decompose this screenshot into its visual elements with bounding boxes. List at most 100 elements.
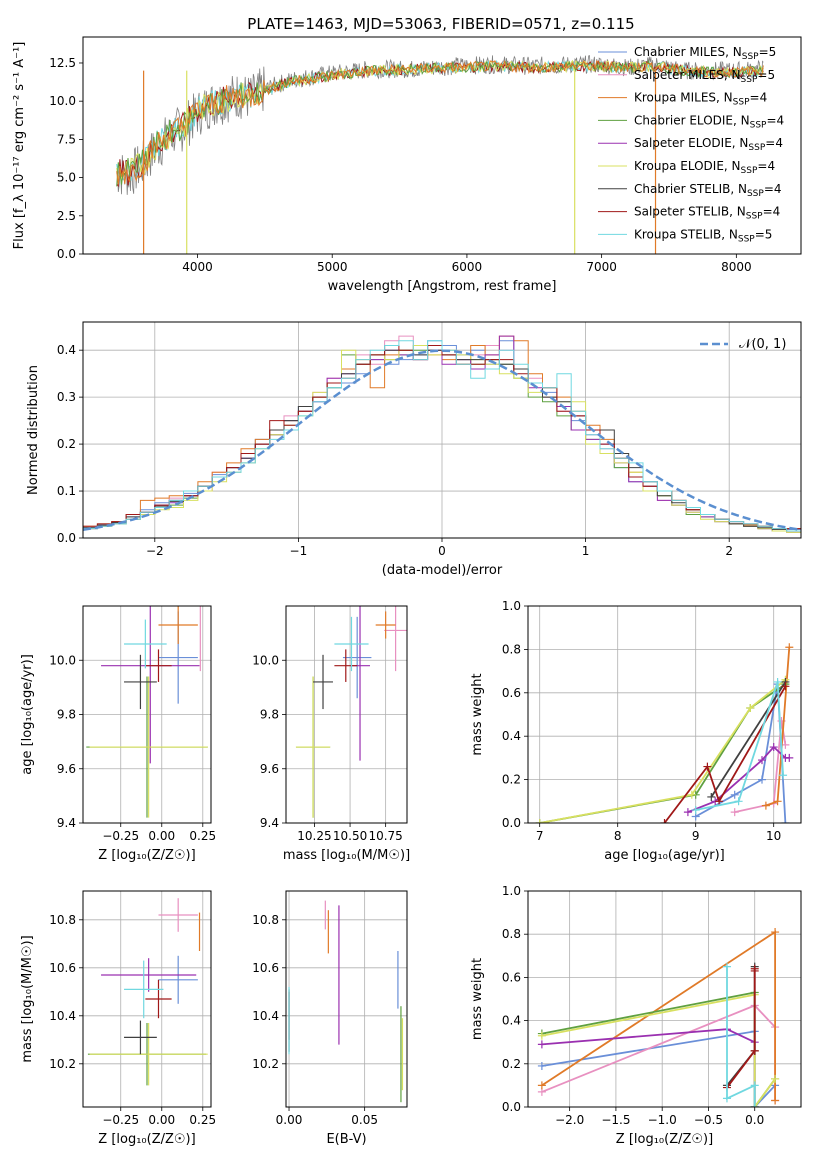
axes-frame (285, 890, 408, 1108)
y-tick-label: 10.6 (252, 961, 279, 975)
legend-label: Chabrier STELIB, NSSP=4 (634, 182, 782, 199)
y-tick-label: 7.5 (57, 132, 76, 146)
x-axis-label: Z [log₁₀(Z/Z☉)] (98, 1132, 195, 1147)
x-axis-label: wavelength [Angstrom, rest frame] (328, 279, 557, 294)
y-axis-label: mass weight (470, 673, 485, 755)
weight-marker (750, 966, 759, 975)
weight-marker (771, 1096, 780, 1105)
y-tick-label: 1.0 (502, 599, 521, 613)
legend-label: Salpeter ELODIE, NSSP=4 (634, 136, 783, 153)
y-tick-label: 10.0 (49, 653, 76, 667)
legend-label: Kroupa STELIB, NSSP=5 (634, 227, 772, 244)
figure-title: PLATE=1463, MJD=53063, FIBERID=0571, z=0… (247, 15, 634, 33)
y-tick-label: 10.2 (252, 1057, 279, 1071)
axes-frame (82, 321, 802, 539)
x-tick-label: 10.25 (297, 829, 331, 843)
weight-line (541, 930, 776, 1101)
y-tick-label: 10.8 (252, 913, 279, 927)
x-tick-label: −2.0 (555, 1113, 584, 1127)
x-tick-label: −0.25 (102, 829, 139, 843)
weight-line (695, 683, 787, 823)
legend-label: Salpeter MILES, NSSP=5 (634, 68, 775, 85)
weight-line (663, 685, 787, 823)
y-tick-label: 10.6 (49, 961, 76, 975)
legend-label: Kroupa ELODIE, NSSP=4 (634, 159, 775, 176)
weight-marker (781, 682, 790, 691)
y-tick-label: 10.0 (252, 653, 279, 667)
x-tick-label: 10.50 (333, 829, 367, 843)
weight-marker (746, 703, 755, 712)
y-tick-label: 0.6 (502, 686, 521, 700)
model-spectrum-line (116, 59, 764, 185)
x-tick-label: 8000 (721, 260, 752, 274)
x-axis-label: mass [log₁₀(M/M☉)] (283, 848, 410, 863)
x-tick-label: 5000 (317, 260, 348, 274)
weight-marker (537, 1031, 546, 1040)
x-tick-label: −1.5 (601, 1113, 630, 1127)
x-tick-label: 6000 (452, 260, 483, 274)
x-axis-label: Z [log₁₀(Z/Z☉)] (98, 848, 195, 863)
axes-frame (527, 890, 802, 1108)
weight-marker (537, 1061, 546, 1070)
x-axis-label: Z [log₁₀(Z/Z☉)] (616, 1132, 713, 1147)
weight-marker (773, 797, 782, 806)
axes-frame (82, 605, 212, 824)
x-tick-label: 0.00 (148, 1113, 175, 1127)
x-tick-label: 0.00 (148, 829, 175, 843)
y-tick-label: 9.6 (57, 762, 76, 776)
legend-label: Salpeter STELIB, NSSP=4 (634, 205, 780, 222)
y-tick-label: 9.8 (57, 708, 76, 722)
x-tick-label: 0.0 (745, 1113, 764, 1127)
weight-marker (730, 790, 739, 799)
legend-label: Chabrier ELODIE, NSSP=4 (634, 113, 784, 130)
weight-marker (758, 775, 766, 784)
y-tick-label: 0.2 (502, 1057, 521, 1071)
weight-marker (703, 762, 712, 771)
y-tick-label: 10.4 (252, 1009, 279, 1023)
x-tick-label: 8 (614, 829, 622, 843)
y-tick-label: 10.0 (49, 94, 76, 108)
y-tick-label: 1.0 (502, 884, 521, 898)
x-axis-label: age [log₁₀(age/yr)] (604, 848, 725, 863)
weight-marker (683, 808, 692, 817)
x-axis-label: (data-model)/error (382, 563, 503, 578)
x-tick-label: 1 (582, 544, 590, 558)
axes-frame (285, 605, 408, 824)
y-tick-label: 10.8 (49, 913, 76, 927)
y-axis-label: mass [log₁₀(M/M☉)] (20, 935, 35, 1062)
x-tick-label: 10.75 (368, 829, 402, 843)
weight-marker (734, 797, 743, 806)
weight-marker (660, 819, 669, 823)
weight-marker (750, 1046, 759, 1055)
y-tick-label: 0.0 (502, 816, 521, 830)
weight-marker (535, 819, 544, 823)
weight-marker (537, 1040, 546, 1049)
y-tick-label: 10.2 (49, 1057, 76, 1071)
y-tick-label: 2.5 (57, 209, 76, 223)
y-tick-label: 0.4 (57, 343, 76, 357)
weight-line (726, 968, 756, 1089)
weight-marker (785, 753, 794, 762)
x-tick-label: −0.25 (102, 1113, 139, 1127)
x-tick-label: 0.25 (189, 1113, 216, 1127)
legend-label: 𝒩(0, 1) (739, 337, 786, 352)
weight-marker (707, 792, 716, 801)
weight-marker (758, 756, 766, 765)
x-tick-label: 9 (692, 829, 700, 843)
y-tick-label: 0.4 (502, 729, 521, 743)
y-tick-label: 12.5 (49, 56, 76, 70)
weight-marker (537, 1081, 546, 1090)
weight-marker (771, 928, 780, 937)
weight-marker (785, 643, 794, 652)
weight-marker (761, 801, 770, 810)
weight-line (695, 681, 784, 811)
weight-marker (730, 808, 739, 817)
weight-marker (691, 805, 700, 814)
y-tick-label: 9.6 (260, 762, 279, 776)
y-tick-label: 0.0 (502, 1100, 521, 1114)
y-axis-label: mass weight (470, 958, 485, 1040)
weight-marker (779, 771, 788, 780)
x-tick-label: 7000 (586, 260, 617, 274)
y-tick-label: 0.6 (502, 970, 521, 984)
axes-frame (82, 890, 212, 1108)
